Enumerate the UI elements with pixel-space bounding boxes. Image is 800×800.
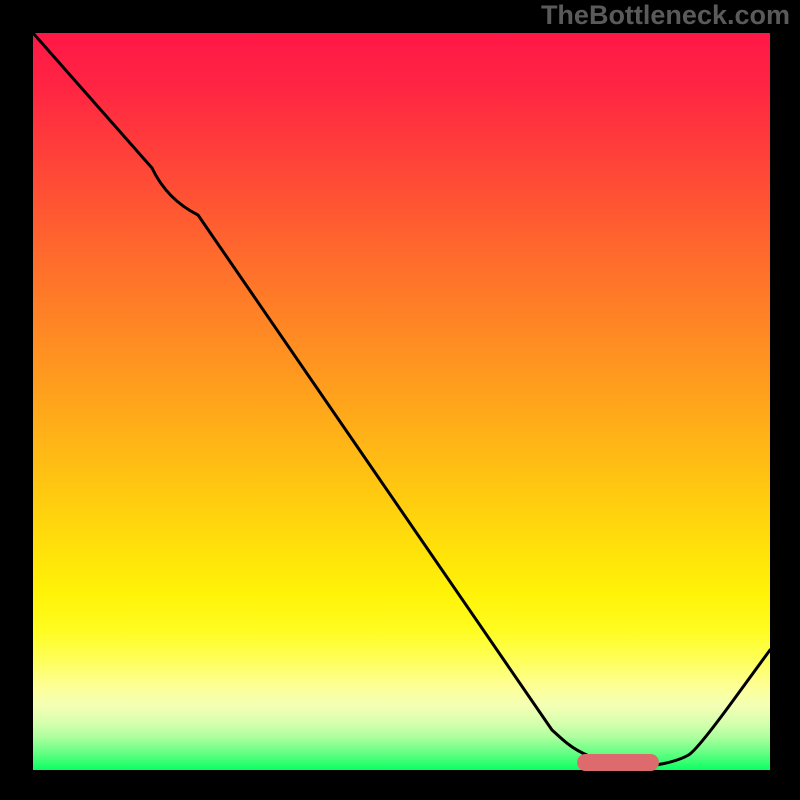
watermark-text: TheBottleneck.com: [541, 0, 790, 31]
optimal-range-marker: [577, 754, 659, 771]
plot-area: [33, 33, 770, 770]
bottleneck-chart: TheBottleneck.com: [0, 0, 800, 800]
performance-curve: [33, 33, 770, 770]
